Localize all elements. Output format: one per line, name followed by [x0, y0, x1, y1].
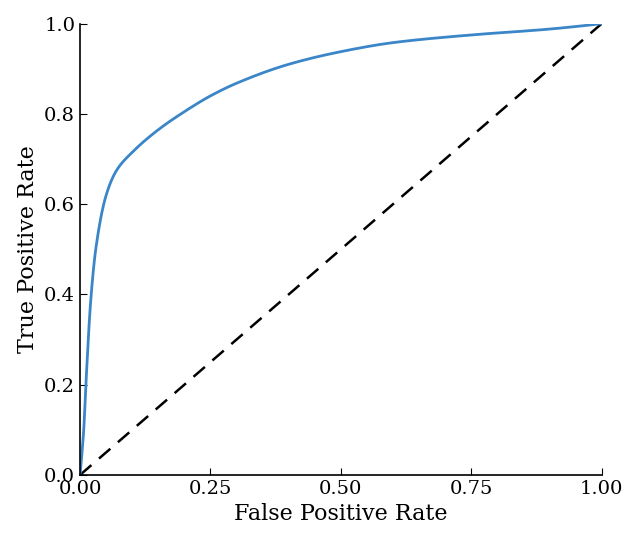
- X-axis label: False Positive Rate: False Positive Rate: [234, 504, 447, 525]
- Y-axis label: True Positive Rate: True Positive Rate: [17, 145, 38, 353]
